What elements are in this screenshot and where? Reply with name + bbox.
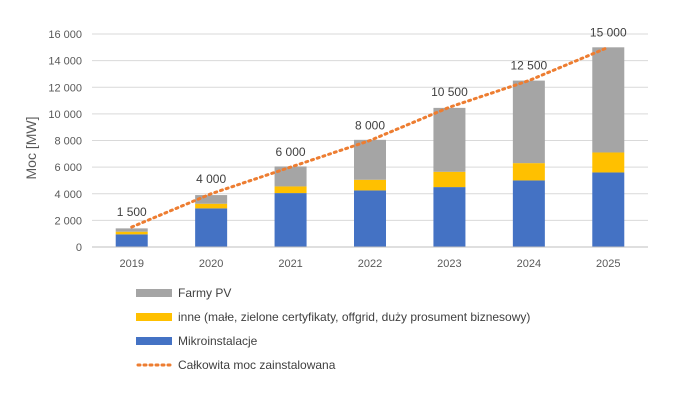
x-tick-label: 2023 <box>437 258 461 270</box>
bar-segment <box>592 152 625 173</box>
bar-segment <box>115 234 148 247</box>
bar-segment <box>354 179 386 191</box>
legend-swatch <box>136 313 172 321</box>
bar-segment <box>274 186 307 194</box>
y-tick-label: 0 <box>76 242 82 254</box>
y-tick-label: 14 000 <box>48 56 82 68</box>
legend-label: Całkowita moc zainstalowana <box>178 358 336 372</box>
bar-segment <box>195 203 228 209</box>
bar-segment <box>274 193 307 247</box>
y-axis-title: Moc [MW] <box>23 117 39 180</box>
total-value-label: 15 000 <box>590 25 627 39</box>
total-line <box>130 45 610 229</box>
legend-swatch <box>136 289 172 297</box>
y-tick-label: 8 000 <box>54 136 82 148</box>
bar-segment <box>195 195 228 204</box>
bar-segment <box>195 208 228 247</box>
x-tick-label: 2025 <box>596 258 620 270</box>
y-tick-label: 6 000 <box>54 162 82 174</box>
y-tick-label: 10 000 <box>48 109 82 121</box>
legend-swatch <box>136 337 172 345</box>
legend-label: Mikroinstalacje <box>178 334 258 348</box>
legend-label: Farmy PV <box>178 286 231 300</box>
y-tick-label: 12 000 <box>48 82 82 94</box>
total-value-label: 10 500 <box>431 85 468 99</box>
x-tick-label: 2019 <box>119 258 143 270</box>
bar-segment <box>433 107 466 172</box>
bars <box>115 47 625 247</box>
y-tick-label: 16 000 <box>48 29 82 41</box>
x-tick-label: 2024 <box>517 258 541 270</box>
total-line-path <box>130 45 610 229</box>
total-value-label: 8 000 <box>355 119 385 133</box>
bar-segment <box>433 187 466 247</box>
x-tick-label: 2020 <box>199 258 223 270</box>
bar-segment <box>115 228 148 232</box>
legend: Farmy PV inne (małe, zielone certyfikaty,… <box>136 286 530 372</box>
x-tick-label: 2022 <box>358 258 382 270</box>
bar-segment <box>115 231 148 235</box>
total-value-label: 6 000 <box>276 145 306 159</box>
y-tick-label: 4 000 <box>54 189 82 201</box>
bar-segment <box>274 166 307 187</box>
total-value-label: 1 500 <box>117 205 147 219</box>
x-tick-label: 2021 <box>278 258 302 270</box>
legend-label: inne (małe, zielone certyfikaty, offgrid… <box>178 310 530 324</box>
bar-segment <box>512 80 545 164</box>
bar-segment <box>354 190 386 247</box>
total-value-label: 12 500 <box>511 59 548 73</box>
bar-segment <box>354 139 386 180</box>
bar-segment <box>592 47 625 153</box>
y-axis-ticks: 0 2 000 4 000 6 000 8 000 10 000 12 000 14 000 1… <box>48 29 82 254</box>
total-value-label: 4 000 <box>196 172 226 186</box>
x-axis-ticks: 2019 2020 2021 2022 2023 2024 2025 <box>119 258 620 270</box>
bar-segment <box>592 172 625 247</box>
y-tick-label: 2 000 <box>54 215 82 227</box>
total-labels: 1 500 4 000 6 000 8 000 10 500 12 500 15 000 <box>117 25 627 219</box>
bar-segment <box>512 163 545 181</box>
bar-segment <box>433 171 466 188</box>
bar-segment <box>512 180 545 247</box>
